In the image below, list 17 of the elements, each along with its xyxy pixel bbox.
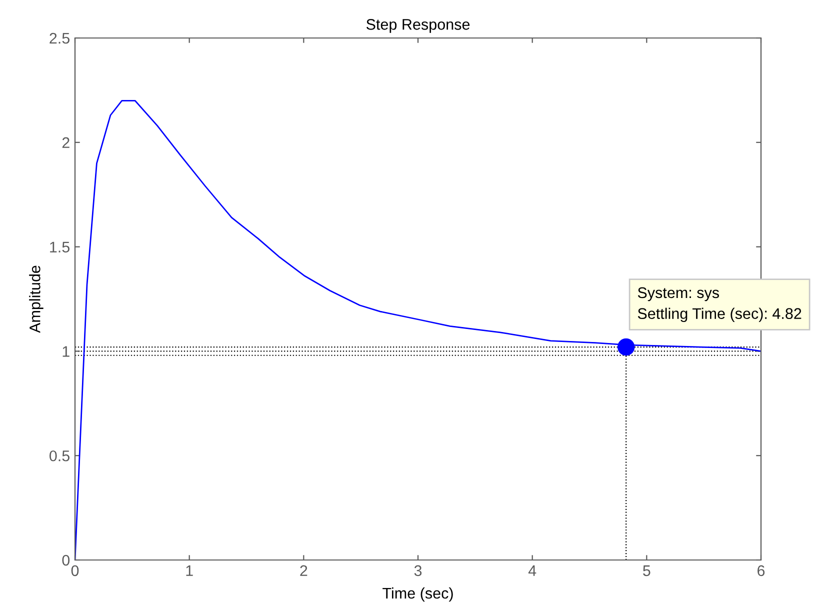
annotation: System: sys Settling Time (sec): 4.82	[638, 287, 802, 322]
chart-title: Step Response	[366, 19, 470, 33]
x-tick-label: 1	[186, 565, 193, 576]
x-tick-label: 6	[758, 565, 765, 576]
y-tick-label: 0.5	[50, 450, 70, 462]
y-tick-label: 2	[62, 137, 70, 148]
x-tick-label: 0	[71, 565, 79, 576]
y-tick-label: 1	[62, 346, 70, 357]
x-tick-label: 3	[414, 565, 422, 576]
x-tick-label: 5	[643, 565, 650, 576]
y-tick-label: 1.5	[50, 242, 70, 252]
x-tick-label: 4	[528, 565, 536, 576]
y-tick-label: 0	[62, 554, 70, 566]
y-axis-title: Amplitude	[29, 266, 44, 333]
x-axis-title: Time (sec)	[382, 587, 453, 602]
x-tick-label: 2	[300, 565, 308, 576]
y-tick-label: 2.5	[50, 32, 70, 44]
